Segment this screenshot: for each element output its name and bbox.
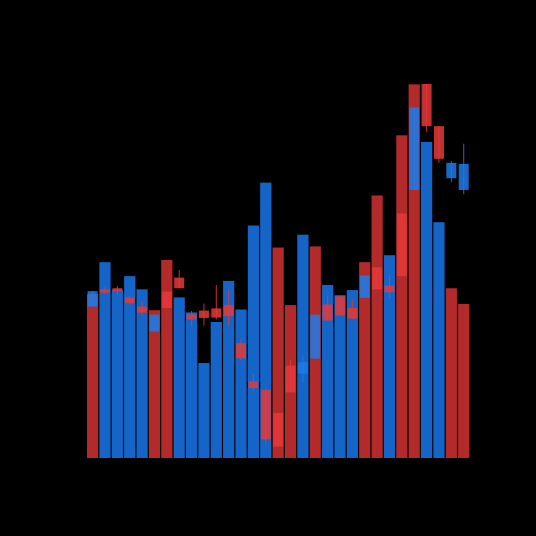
bar-9 [185, 312, 198, 458]
candle-body-23 [359, 275, 370, 298]
bar-3 [111, 290, 123, 458]
bar-25 [383, 255, 396, 458]
candle-18 [297, 355, 308, 383]
candle-20 [322, 295, 333, 321]
bar-30 [445, 288, 457, 458]
bar-12 [223, 280, 235, 458]
candle-11 [211, 284, 222, 320]
candle-21 [335, 295, 345, 316]
candle-body-30 [446, 162, 457, 179]
candle-6 [149, 314, 160, 332]
candle-5 [137, 301, 148, 316]
candle-body-29 [433, 126, 444, 159]
candle-body-10 [198, 310, 209, 318]
candle-31 [458, 143, 469, 194]
candle-23 [359, 275, 370, 298]
candle-body-2 [99, 289, 110, 293]
candle-body-7 [161, 291, 172, 309]
candle-29 [433, 126, 444, 163]
candle-body-28 [421, 84, 432, 127]
candle-24 [372, 267, 383, 290]
candle-16 [273, 412, 284, 447]
bar-23 [359, 262, 371, 458]
candle-9 [186, 310, 197, 327]
bar-26 [396, 135, 408, 458]
candle-3 [112, 286, 123, 296]
bar-28 [420, 141, 433, 458]
candle-22 [347, 299, 358, 319]
bar-14 [247, 225, 260, 458]
candle-body-25 [384, 285, 395, 293]
bar-1 [87, 294, 99, 458]
candle-body-8 [174, 277, 185, 289]
candle-body-19 [310, 314, 321, 359]
candle-19 [310, 314, 321, 359]
candle-4 [124, 295, 135, 305]
candle-13 [236, 338, 247, 361]
bar-15 [260, 182, 272, 458]
candle-body-18 [297, 362, 308, 374]
candle-26 [396, 213, 407, 277]
bar-11 [210, 321, 222, 458]
candle-body-11 [211, 308, 222, 318]
candle-27 [409, 107, 420, 190]
candle-2 [99, 287, 110, 295]
candle-body-15 [260, 389, 271, 440]
bar-20 [322, 284, 334, 458]
candle-body-21 [335, 296, 345, 316]
bar-21 [334, 295, 346, 458]
bar-10 [198, 363, 210, 458]
candle-28 [421, 84, 432, 132]
candle-body-27 [409, 107, 420, 190]
candle-body-5 [137, 306, 148, 313]
candle-body-31 [458, 163, 469, 190]
candle-body-24 [372, 267, 383, 290]
bar-16 [272, 247, 284, 458]
candle-body-1 [87, 291, 98, 307]
bar-24 [371, 195, 383, 458]
candle-1 [87, 291, 98, 307]
candle-body-17 [285, 365, 296, 393]
bar-6 [148, 310, 161, 458]
bar-27 [408, 84, 420, 459]
candle-12 [223, 288, 234, 326]
candle-15 [260, 388, 271, 444]
candle-body-22 [347, 308, 358, 319]
bar-7 [161, 260, 173, 458]
candle-body-26 [396, 213, 407, 277]
candle-30 [446, 161, 457, 183]
candle-body-3 [112, 288, 123, 292]
bar-29 [433, 222, 445, 458]
candles-layer [87, 84, 469, 447]
bar-8 [173, 297, 185, 458]
candle-body-13 [236, 343, 247, 359]
candle-10 [198, 303, 209, 326]
bar-22 [346, 290, 358, 458]
bars-layer [87, 84, 470, 459]
candle-7 [161, 291, 172, 309]
candle-body-9 [186, 314, 197, 320]
candle-17 [285, 359, 296, 393]
bar-18 [297, 234, 309, 458]
bar-13 [235, 309, 247, 458]
candle-body-4 [124, 297, 135, 304]
candle-body-12 [223, 305, 234, 317]
candle-14 [248, 373, 259, 391]
bar-5 [136, 289, 148, 458]
candle-body-16 [273, 412, 284, 447]
candle-body-14 [248, 381, 259, 388]
candle-body-6 [149, 314, 160, 332]
bar-4 [124, 276, 136, 458]
candle-25 [384, 276, 395, 299]
bar-31 [458, 304, 470, 458]
bar-2 [99, 262, 111, 458]
candle-body-20 [322, 304, 333, 321]
candle-8 [174, 269, 185, 289]
